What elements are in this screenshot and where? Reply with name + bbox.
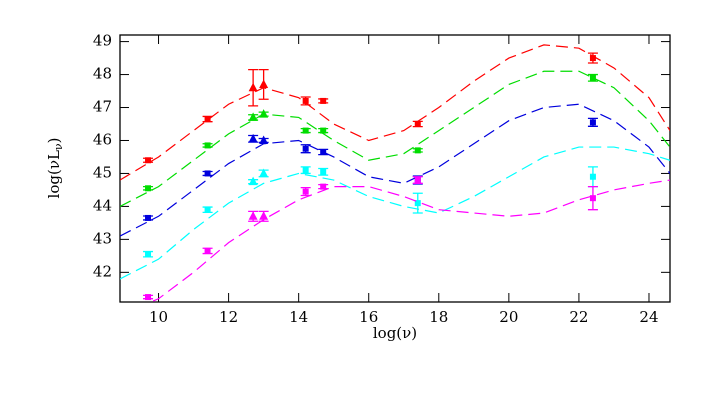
point	[414, 121, 421, 127]
x-tick-label: 22	[569, 308, 588, 326]
point	[204, 170, 211, 177]
point	[320, 168, 327, 175]
point	[414, 147, 421, 154]
point	[589, 173, 596, 180]
y-tick-label: 49	[93, 32, 112, 50]
x-tick-label: 20	[499, 308, 518, 326]
y-label-end: )	[45, 138, 63, 144]
point	[145, 294, 152, 301]
x-tick-label: 16	[359, 308, 378, 326]
point	[302, 127, 309, 134]
point	[302, 145, 309, 152]
x-tick-label: 10	[149, 308, 168, 326]
point	[302, 188, 309, 195]
point	[248, 112, 258, 121]
point	[248, 82, 258, 92]
point	[259, 211, 269, 220]
model-curve	[120, 70, 670, 207]
point	[414, 200, 421, 207]
point	[414, 177, 421, 184]
point	[204, 116, 211, 123]
y-tick-label: 42	[93, 262, 112, 280]
y-tick-label: 44	[93, 196, 112, 214]
point	[320, 97, 327, 104]
model-curve	[120, 44, 670, 181]
x-tick-label: 24	[639, 308, 658, 326]
y-axis-label: log(νLν)	[45, 138, 65, 199]
x-tick-label: 12	[219, 308, 238, 326]
model-curve	[120, 146, 670, 280]
point	[320, 183, 327, 190]
point	[204, 247, 211, 254]
point	[302, 97, 309, 104]
point	[248, 176, 258, 186]
point	[204, 142, 211, 149]
point	[320, 127, 327, 134]
point	[589, 119, 596, 126]
y-label-sub: ν	[52, 143, 65, 150]
y-tick-label: 46	[93, 130, 112, 148]
y-tick-label: 48	[93, 65, 112, 83]
point	[320, 149, 327, 156]
x-tick-label: 14	[289, 308, 308, 326]
point	[204, 206, 211, 213]
point	[145, 185, 152, 192]
point	[302, 167, 309, 174]
point	[259, 109, 269, 118]
plot-area	[120, 44, 670, 302]
y-tick-label: 43	[93, 229, 112, 247]
y-tick-label: 45	[93, 163, 112, 181]
x-tick-label: 18	[429, 308, 448, 326]
point	[145, 157, 152, 164]
x-axis-label: log(ν)	[373, 324, 417, 342]
point	[259, 79, 269, 88]
point	[145, 251, 152, 258]
model-curve	[120, 103, 670, 237]
y-tick-label: 47	[93, 98, 112, 116]
point	[259, 168, 269, 177]
model-curve	[149, 179, 670, 302]
point	[589, 55, 596, 62]
point	[589, 195, 596, 202]
point	[259, 135, 269, 144]
y-label-main: log(νL	[45, 150, 63, 198]
point	[248, 211, 258, 220]
plot-frame	[119, 34, 671, 303]
point	[248, 133, 258, 143]
point	[589, 74, 596, 81]
point	[145, 214, 152, 221]
